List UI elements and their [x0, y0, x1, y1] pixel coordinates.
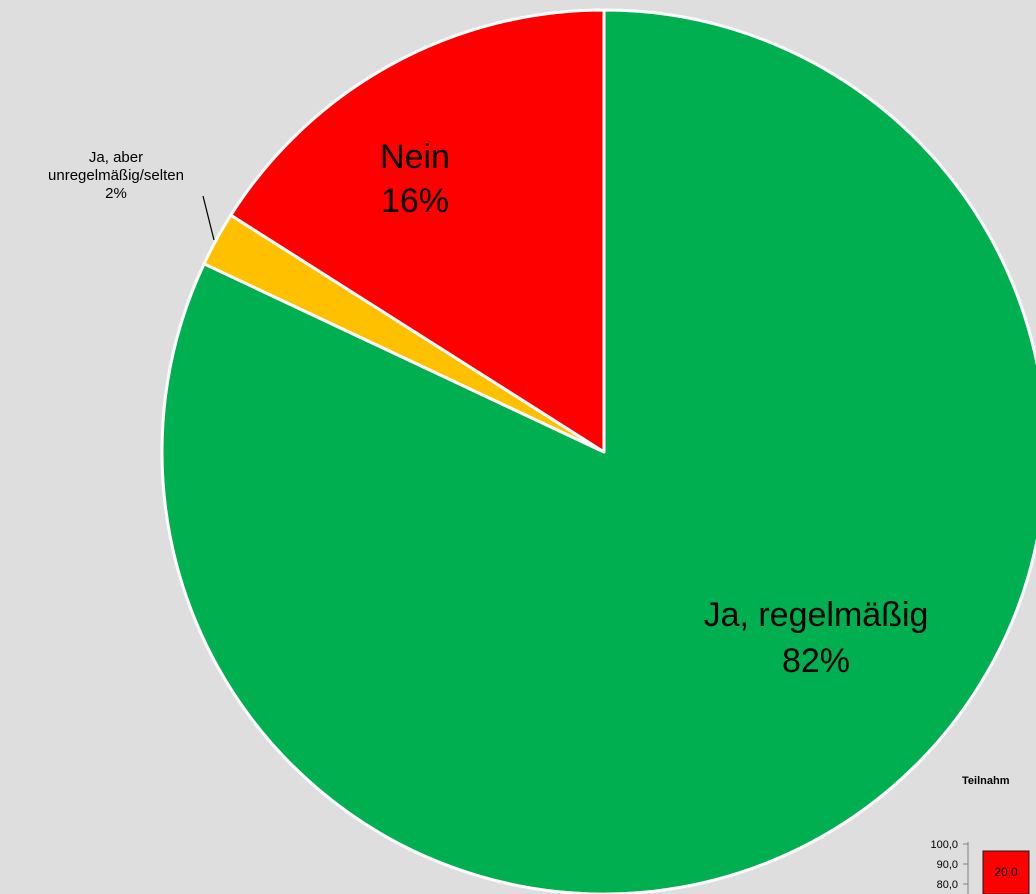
data-label: 2% — [105, 185, 127, 202]
pie-slice — [160, 8, 1036, 894]
inset-y-tick: 100,0 — [930, 839, 958, 851]
data-label: Ja, regelmäßig — [704, 596, 929, 634]
leader-line — [202, 195, 215, 241]
data-label: 82% — [782, 642, 850, 680]
inset-y-tick: 80,0 — [937, 879, 958, 891]
data-label: Ja, aber — [89, 149, 143, 166]
inset-bar-label: 20,0 — [994, 865, 1018, 879]
inset-chart: Teilnahm 100,0 90,0 80,0 20,0 — [930, 775, 1030, 894]
pie-slice — [229, 8, 606, 454]
data-label: unregelmäßig/selten — [48, 167, 184, 184]
inset-chart-title: Teilnahm — [962, 775, 1010, 787]
data-label: Nein — [380, 138, 450, 176]
inset-bar — [982, 850, 1030, 894]
inset-y-tick: 90,0 — [937, 859, 958, 871]
data-label: 16% — [381, 182, 449, 220]
